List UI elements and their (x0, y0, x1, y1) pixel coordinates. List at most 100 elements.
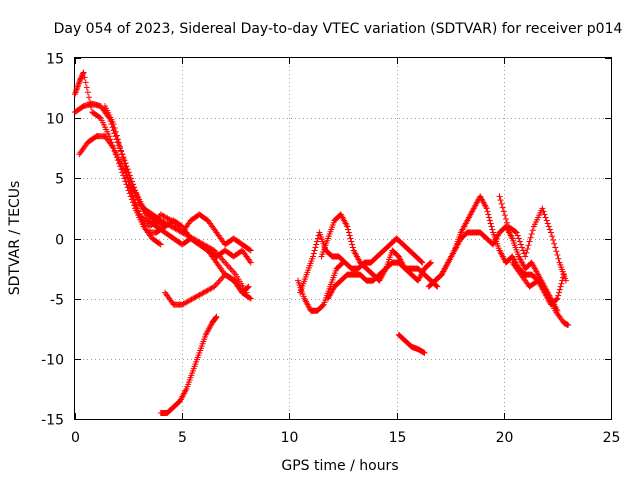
data-point (247, 295, 254, 302)
data-point (119, 151, 126, 158)
data-point (485, 211, 492, 218)
data-point (111, 130, 118, 137)
data-point (489, 226, 496, 233)
data-point (553, 248, 560, 255)
data-point (545, 223, 552, 230)
data-point (126, 185, 133, 192)
data-point (231, 270, 238, 277)
data-point (230, 268, 237, 275)
data-point (117, 145, 124, 152)
x-tick-label: 20 (496, 430, 514, 446)
data-point (539, 205, 546, 212)
data-point (345, 226, 352, 233)
data-point (502, 215, 509, 222)
data-point (345, 229, 352, 236)
data-point (340, 259, 346, 266)
series-arc-f (125, 181, 254, 254)
data-point (526, 238, 533, 245)
data-point (115, 142, 122, 149)
x-tick-label: 5 (178, 430, 187, 446)
data-point (527, 234, 534, 241)
data-point (547, 229, 554, 236)
data-point (549, 233, 556, 240)
data-point (222, 259, 229, 266)
data-point (82, 79, 89, 86)
data-point (244, 284, 251, 291)
data-point (515, 235, 522, 242)
data-point (499, 204, 506, 211)
chart-title: Day 054 of 2023, Sidereal Day-to-day VTE… (54, 21, 623, 37)
data-point (120, 155, 127, 162)
series-arc-o (432, 223, 561, 314)
data-point (498, 200, 505, 207)
data-point (121, 160, 128, 167)
data-point (544, 220, 551, 227)
data-point (344, 223, 351, 230)
data-point (529, 227, 536, 234)
data-point (483, 205, 490, 212)
data-point (555, 255, 562, 262)
y-tick-label: -5 (50, 293, 64, 309)
data-point (522, 253, 529, 260)
data-point (433, 282, 440, 289)
data-point (551, 240, 558, 247)
data-point (81, 74, 88, 81)
data-point (348, 238, 355, 245)
data-point (418, 258, 425, 265)
data-point (486, 217, 493, 224)
data-point (121, 175, 128, 182)
data-point (552, 244, 559, 251)
series-arc-j (294, 259, 346, 314)
data-point (314, 235, 321, 242)
data-point (125, 181, 132, 188)
x-tick-label: 0 (71, 430, 80, 446)
data-point (114, 139, 121, 146)
data-point (487, 220, 494, 227)
data-point (123, 169, 130, 176)
data-point (247, 247, 254, 254)
series-arc-g (162, 271, 252, 308)
y-tick-label: 0 (55, 233, 64, 249)
data-point (118, 148, 125, 155)
y-tick-label: 5 (55, 172, 64, 188)
data-point (130, 196, 137, 203)
y-tick-label: 10 (46, 112, 64, 128)
data-point (349, 241, 356, 248)
data-point (497, 197, 504, 204)
y-tick-label: -15 (41, 413, 64, 429)
data-point (550, 237, 557, 244)
data-point (488, 223, 495, 230)
data-point (427, 260, 434, 267)
series-arc-b (72, 100, 250, 296)
data-point (339, 260, 346, 267)
data-point (156, 240, 163, 247)
data-point (556, 286, 563, 293)
data-point (133, 203, 140, 210)
data-point (543, 217, 550, 224)
data-point (128, 188, 135, 195)
data-point (525, 242, 532, 249)
y-tick-label: -10 (41, 353, 64, 369)
series-arc-p (496, 193, 569, 284)
data-point (541, 211, 548, 218)
data-point (484, 208, 491, 215)
data-point (132, 200, 139, 207)
data-point (218, 276, 225, 283)
data-point (513, 229, 520, 236)
data-point (500, 208, 507, 215)
data-point (96, 114, 103, 121)
data-point (314, 238, 321, 245)
data-point (127, 175, 134, 182)
y-axis-label: SDTVAR / TECUs (7, 181, 23, 296)
data-point (555, 292, 562, 299)
data-point (85, 94, 92, 101)
data-point (220, 258, 227, 265)
axis-ticks: 0 5 10 15 20 25 -15 -10 -5 0 5 10 15 (41, 52, 620, 447)
data-point (224, 262, 231, 269)
data-point (565, 322, 572, 329)
data-point (215, 279, 222, 286)
data-point (486, 214, 493, 221)
data-point (542, 214, 549, 221)
data-point (122, 164, 129, 171)
